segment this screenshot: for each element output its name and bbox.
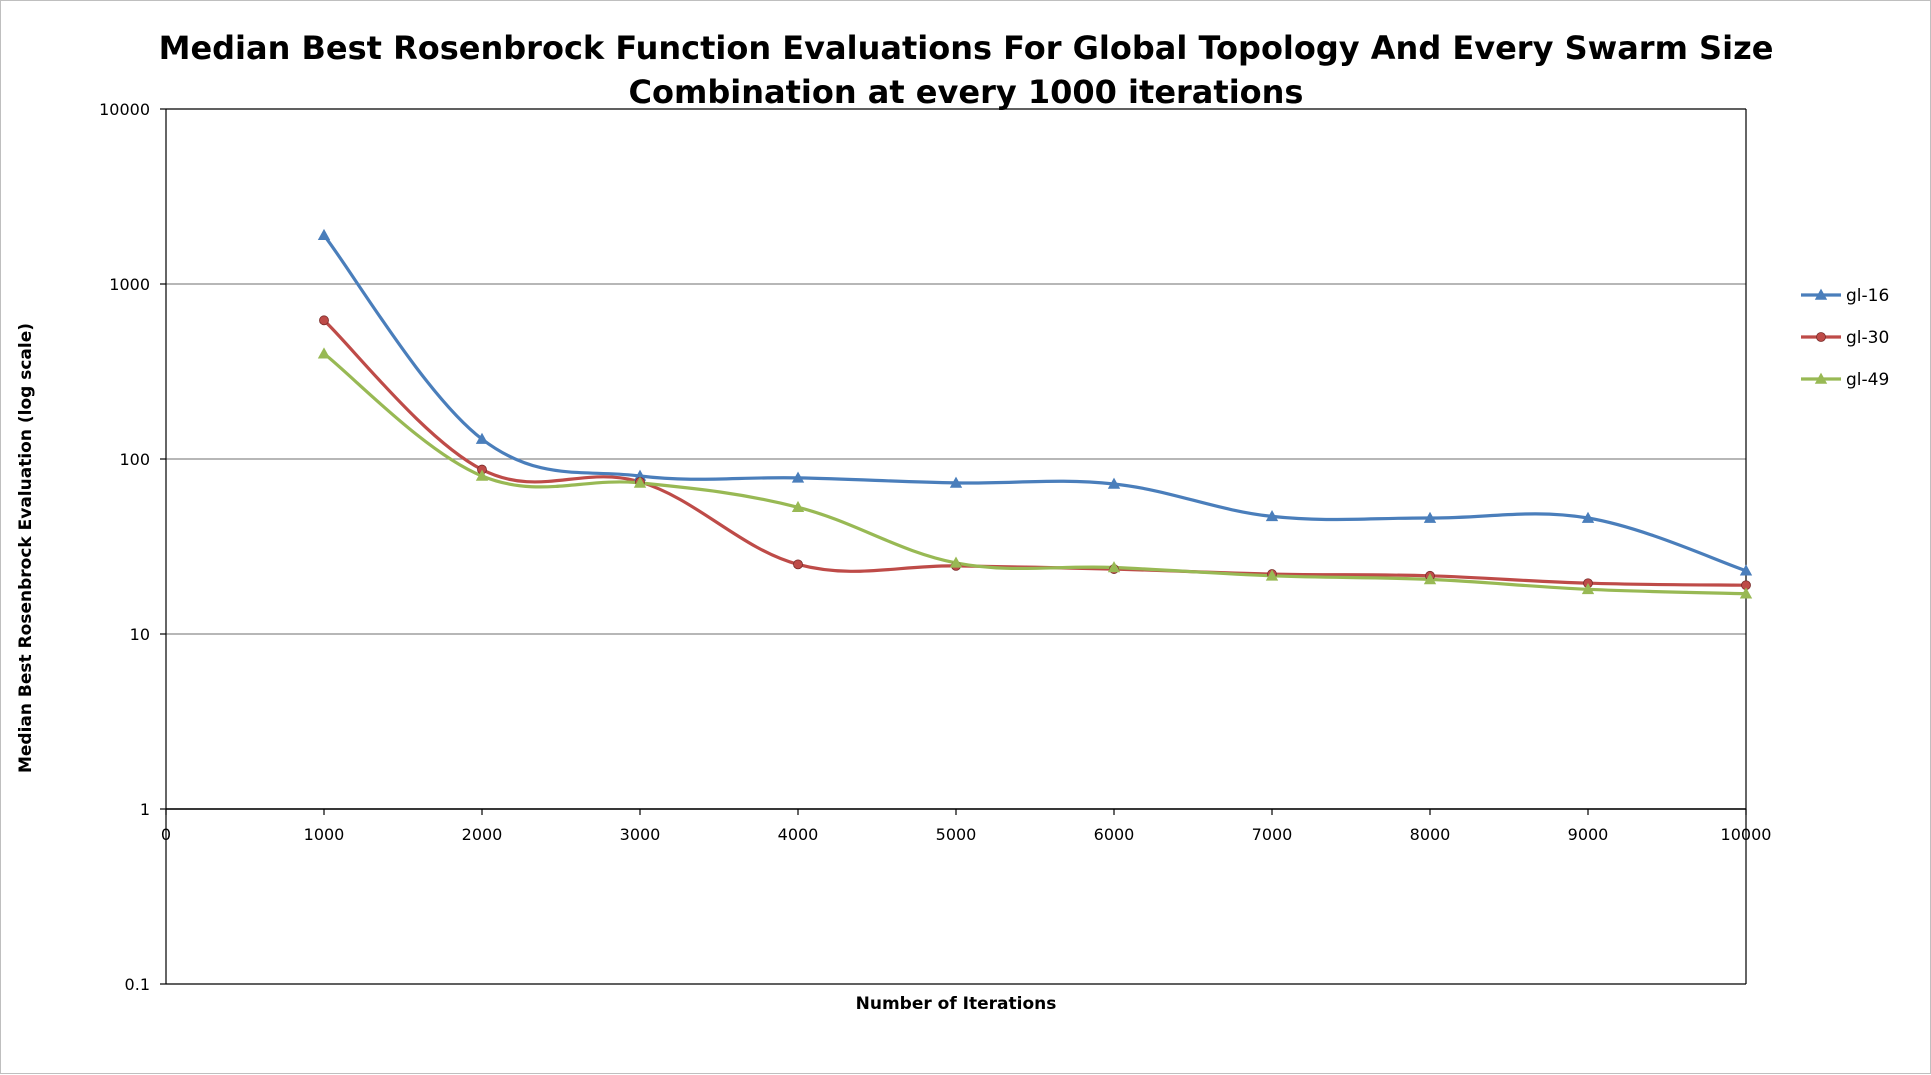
x-tick-label-10: 10000: [1721, 825, 1772, 844]
x-tick-label-8: 8000: [1410, 825, 1451, 844]
point-gl-16-10000: [1739, 564, 1753, 576]
point-gl-49-3000: [633, 476, 647, 488]
tick-labels: 0.1 1 10 100 1000 10000 0 1000 2000 3000 4000 5000 6…: [99, 100, 1771, 994]
y-tick-label-3: 100: [119, 450, 150, 469]
y-tick-label-4: 1000: [109, 275, 150, 294]
point-gl-16-9000: [1581, 511, 1595, 523]
point-gl-49-2000: [475, 469, 489, 481]
point-gl-16-2000: [475, 432, 489, 444]
gridlines: [166, 283, 1746, 810]
chart-title-line-2: Combination at every 1000 iterations: [629, 73, 1304, 111]
point-gl-16-5000: [949, 476, 963, 488]
x-tick-label-2: 2000: [462, 825, 503, 844]
point-gl-49-1000: [317, 347, 331, 359]
series-line-gl-30: [322, 318, 1748, 587]
point-gl-16-6000: [1107, 477, 1121, 489]
legend-marker-gl-30: [1816, 332, 1826, 342]
series-line-gl-49: [322, 352, 1748, 596]
legend-label-gl-16: gl-16: [1846, 286, 1889, 306]
point-gl-30-1000: [319, 315, 329, 326]
point-gl-49-8000: [1423, 573, 1437, 585]
legend-label-gl-30: gl-30: [1846, 328, 1889, 348]
point-gl-49-7000: [1265, 569, 1279, 581]
legend: gl-16 gl-30 gl-49: [1801, 286, 1889, 390]
x-axis-title: Number of Iterations: [856, 994, 1057, 1014]
y-axis-title: Median Best Rosenbrock Evaluation (log s…: [16, 323, 36, 773]
legend-marker-gl-16: [1814, 288, 1828, 300]
axes: [160, 108, 1747, 985]
point-gl-16-1000: [317, 228, 331, 241]
plot-series: [322, 233, 1748, 596]
x-tick-label-4: 4000: [778, 825, 819, 844]
point-gl-16-7000: [1265, 510, 1279, 522]
plot-markers: [317, 228, 1753, 599]
point-gl-49-5000: [949, 556, 963, 568]
point-gl-49-6000: [1107, 561, 1121, 573]
point-gl-49-10000: [1739, 587, 1753, 599]
legend-label-gl-49: gl-49: [1846, 370, 1889, 390]
y-tick-label-0: 0.1: [125, 975, 150, 994]
point-gl-49-4000: [791, 500, 805, 513]
point-gl-49-9000: [1581, 583, 1595, 595]
series-line-gl-16: [322, 233, 1748, 573]
legend-marker-gl-49: [1814, 372, 1828, 384]
x-tick-label-3: 3000: [620, 825, 661, 844]
x-tick-label-0: 0: [161, 825, 171, 844]
x-tick-label-6: 6000: [1094, 825, 1135, 844]
y-tick-label-1: 1: [140, 800, 150, 819]
y-tick-label-2: 10: [130, 625, 150, 644]
point-gl-16-8000: [1423, 511, 1437, 523]
x-tick-label-9: 9000: [1568, 825, 1609, 844]
x-tick-label-7: 7000: [1252, 825, 1293, 844]
point-gl-30-4000: [793, 559, 803, 570]
chart-title-line-1: Median Best Rosenbrock Function Evaluati…: [159, 29, 1774, 67]
x-tick-label-1: 1000: [304, 825, 345, 844]
x-tick-label-5: 5000: [936, 825, 977, 844]
y-tick-label-5: 10000: [99, 100, 150, 119]
point-gl-16-4000: [791, 471, 805, 483]
